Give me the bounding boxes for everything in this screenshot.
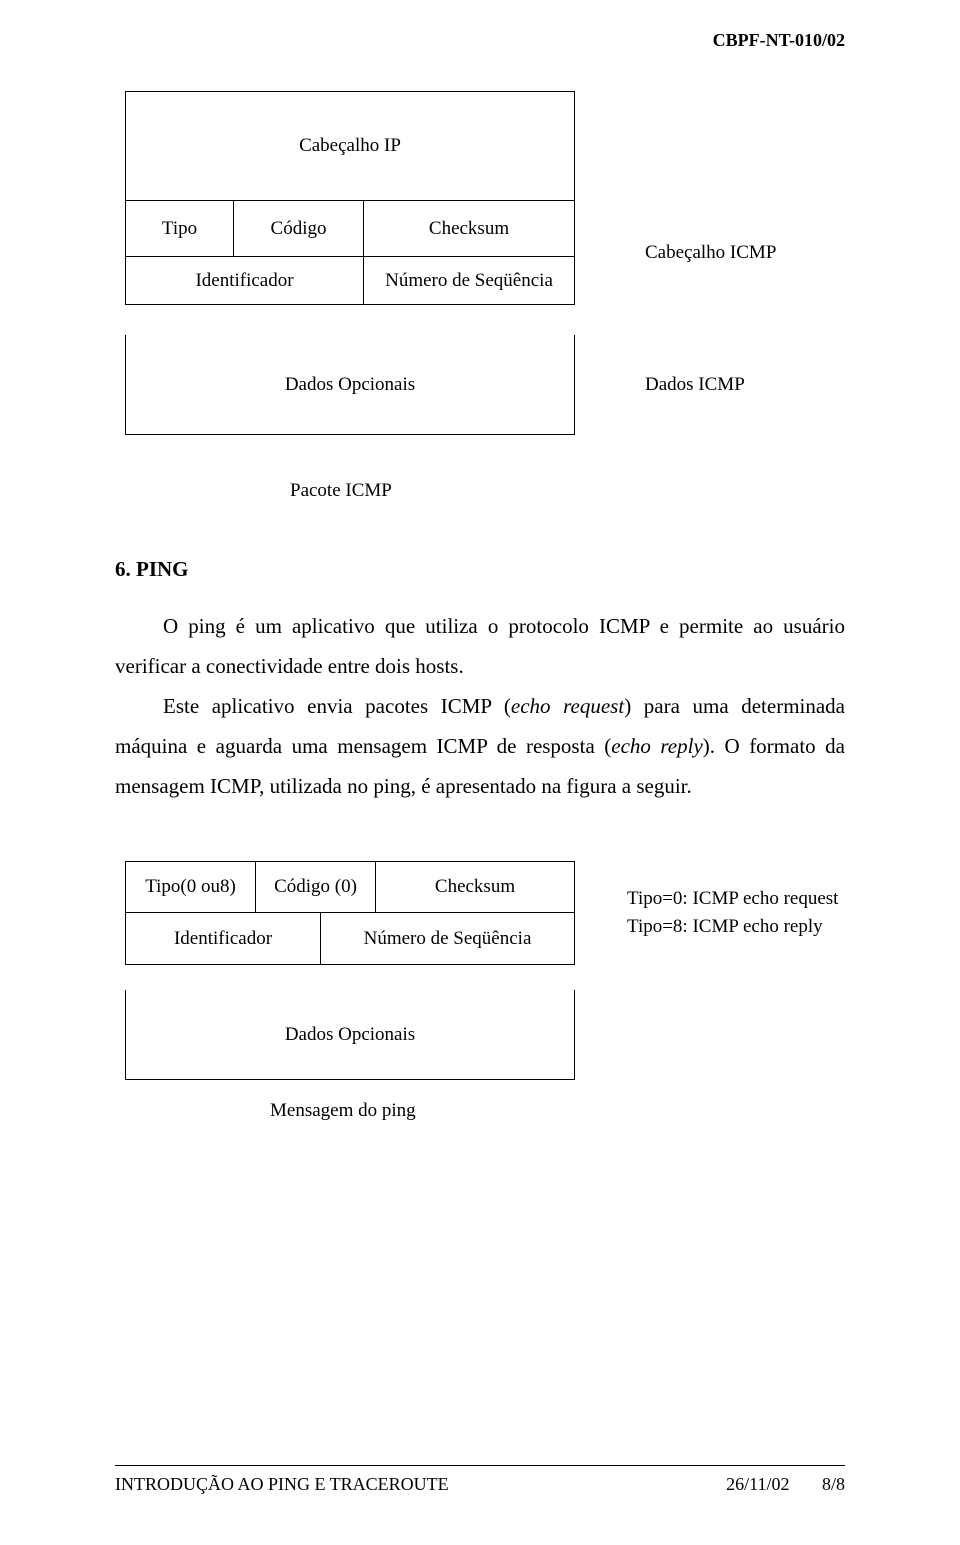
- body-text: O ping é um aplicativo que utiliza o pro…: [115, 607, 845, 806]
- p2-em2: echo reply: [611, 734, 703, 758]
- d2-checksum: Checksum: [375, 861, 575, 913]
- page: CBPF-NT-010/02 Cabeçalho IP Tipo Código …: [0, 0, 960, 1545]
- d2-seq: Número de Seqüência: [320, 913, 575, 965]
- d2-side1: Tipo=0: ICMP echo request: [627, 885, 838, 914]
- footer-page: 8/8: [822, 1474, 845, 1494]
- footer-title: INTRODUÇÃO AO PING E TRACEROUTE: [115, 1474, 449, 1495]
- diagram1-caption: Pacote ICMP: [290, 480, 845, 502]
- d2-tipo: Tipo(0 ou8): [125, 861, 255, 913]
- icmp-packet-diagram: Cabeçalho IP Tipo Código Checksum Identi…: [125, 91, 845, 435]
- d2-dados: Dados Opcionais: [125, 990, 575, 1080]
- cell-codigo: Código: [233, 201, 363, 257]
- paragraph-2: Este aplicativo envia pacotes ICMP (echo…: [115, 687, 845, 807]
- footer-date: 26/11/02: [726, 1474, 789, 1494]
- d2-side2: Tipo=8: ICMP echo reply: [627, 913, 838, 942]
- ping-message-diagram: Tipo(0 ou8) Código (0) Checksum Identifi…: [125, 861, 845, 1122]
- cell-tipo: Tipo: [125, 201, 233, 257]
- d2-side-labels: Tipo=0: ICMP echo request Tipo=8: ICMP e…: [627, 885, 838, 942]
- cell-dados-opcionais: Dados Opcionais: [125, 335, 575, 435]
- cell-checksum: Checksum: [363, 201, 575, 257]
- icmp-data-row: Dados Opcionais Dados ICMP: [125, 305, 845, 435]
- p2-a: Este aplicativo envia pacotes ICMP (: [163, 694, 511, 718]
- paragraph-1: O ping é um aplicativo que utiliza o pro…: [115, 607, 845, 687]
- footer-right: 26/11/02 8/8: [698, 1474, 845, 1495]
- ip-header-box: Cabeçalho IP: [125, 91, 575, 201]
- cell-seq: Número de Seqüência: [363, 257, 575, 305]
- p2-em1: echo request: [511, 694, 624, 718]
- icmp-header-row: Tipo Código Checksum Identificador Númer…: [125, 201, 845, 305]
- icmp-header-label: Cabeçalho ICMP: [645, 242, 776, 264]
- section-title: 6. PING: [115, 557, 845, 582]
- diagram2-caption: Mensagem do ping: [270, 1100, 845, 1122]
- footer: INTRODUÇÃO AO PING E TRACEROUTE 26/11/02…: [115, 1465, 845, 1545]
- cell-identificador: Identificador: [125, 257, 363, 305]
- d2-identificador: Identificador: [125, 913, 320, 965]
- d2-codigo: Código (0): [255, 861, 375, 913]
- icmp-data-label: Dados ICMP: [645, 374, 745, 396]
- doc-id: CBPF-NT-010/02: [115, 30, 845, 51]
